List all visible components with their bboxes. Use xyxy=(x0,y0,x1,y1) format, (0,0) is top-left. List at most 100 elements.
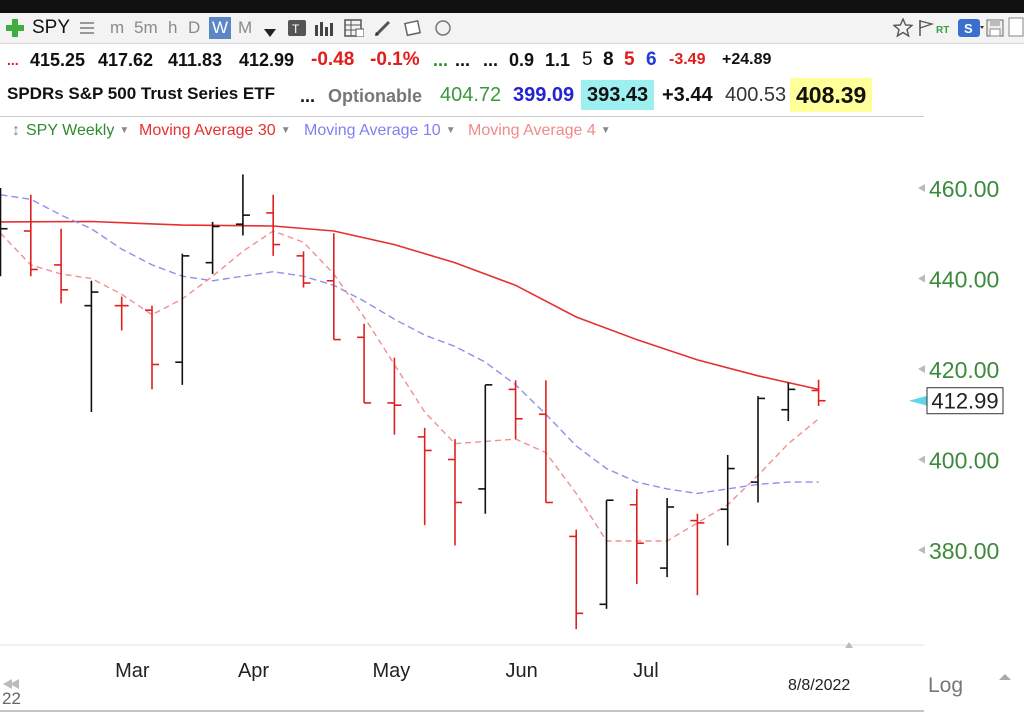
open-value: 415.25 xyxy=(30,50,86,70)
ohlc-bar xyxy=(175,253,190,385)
window-top-bar xyxy=(0,0,1024,13)
ohlc-bar xyxy=(114,296,129,331)
ohlc-bar xyxy=(811,379,826,406)
y-tick-label: 400.00 xyxy=(929,448,999,474)
toolbar: SPY m 5m h D W M T RT S xyxy=(0,13,1024,44)
text-tool-icon[interactable]: T xyxy=(288,20,306,36)
count-5b: 5 xyxy=(624,49,635,70)
ohlc-bar xyxy=(720,454,735,546)
ohlc-bar xyxy=(326,233,341,341)
dots-green: ... xyxy=(433,50,449,70)
optionable-label: Optionable xyxy=(328,86,422,106)
ohlc-bar xyxy=(569,529,584,630)
last-date-label: 8/8/2022 xyxy=(788,677,850,694)
ohlc-bar xyxy=(266,194,281,256)
value-393: 393.43 xyxy=(581,80,655,110)
dots-black-2: ... xyxy=(483,50,499,70)
bars-icon[interactable] xyxy=(314,20,334,36)
last-price-box xyxy=(926,387,1004,415)
annotation-icon[interactable] xyxy=(404,19,422,37)
ma4-line xyxy=(0,230,820,542)
last-price-arrow xyxy=(909,395,927,406)
save-icon[interactable] xyxy=(986,19,1004,37)
svg-text:T: T xyxy=(292,22,300,36)
y-tick-marker xyxy=(918,546,925,554)
axis-up-icon[interactable] xyxy=(999,674,1011,680)
ohlc-bar xyxy=(357,323,372,404)
y-tick-marker xyxy=(918,184,925,192)
rt-icon[interactable]: RT xyxy=(936,22,956,36)
ohlc-bar xyxy=(781,382,796,422)
circle-icon[interactable] xyxy=(434,19,452,37)
ma30-line xyxy=(0,220,819,391)
legend-label: Moving Average 10 xyxy=(304,122,441,139)
y-tick-label: 380.00 xyxy=(929,538,999,564)
ohlc-bar xyxy=(145,305,159,390)
period-5m[interactable]: 5m xyxy=(134,18,158,37)
value-1-1: 1.1 xyxy=(545,50,571,70)
legend-item-ma30[interactable]: Moving Average 30 ▼ xyxy=(139,121,291,141)
year-label: 22 xyxy=(2,689,21,708)
y-tick-marker xyxy=(918,455,925,464)
caret-icon[interactable]: ▼ xyxy=(600,125,611,136)
ohlc-bar xyxy=(205,221,220,274)
period-h[interactable]: h xyxy=(168,18,178,37)
ohlc-bar xyxy=(54,228,69,304)
list-icon[interactable] xyxy=(80,21,94,35)
legend-item-ma4[interactable]: Moving Average 4 ▼ xyxy=(468,121,611,141)
scroll-left-icon[interactable] xyxy=(3,679,19,689)
y-tick-label: 440.00 xyxy=(929,267,999,293)
value-400: 400.53 xyxy=(725,84,787,106)
flag-icon[interactable] xyxy=(918,19,935,37)
grid-icon[interactable] xyxy=(344,19,365,38)
log-toggle[interactable]: Log xyxy=(928,674,963,697)
ohlc-bar xyxy=(296,251,311,288)
pencil-icon[interactable] xyxy=(374,19,392,37)
rt-label: RT xyxy=(936,25,949,36)
x-tick-label: Jun xyxy=(506,660,538,682)
ohlc-bar xyxy=(660,497,675,578)
ohlc-bar xyxy=(0,188,8,277)
count-5a: 5 xyxy=(582,49,593,70)
star-icon[interactable] xyxy=(892,17,914,38)
dropdown-icon[interactable] xyxy=(264,24,276,37)
chart-legend: ↕ SPY Weekly ▼ Moving Average 30 ▼ Moving A… xyxy=(0,116,924,145)
low-value: 411.83 xyxy=(168,50,223,70)
copy-icon[interactable] xyxy=(1008,17,1024,37)
dots: ... xyxy=(7,52,19,68)
drag-handle-icon[interactable]: ↕ xyxy=(12,122,20,139)
pos-value: +24.89 xyxy=(722,51,772,68)
period-m[interactable]: m xyxy=(110,18,125,37)
ohlc-bar xyxy=(690,513,705,596)
ohlc-bar xyxy=(84,280,99,412)
count-8: 8 xyxy=(603,49,614,70)
x-tick-label: Mar xyxy=(115,660,150,682)
plus-icon[interactable] xyxy=(5,18,25,38)
period-w[interactable]: W xyxy=(209,17,232,39)
info-dots: ... xyxy=(300,86,316,106)
legend-label: Moving Average 30 xyxy=(139,122,276,139)
info-row: SPDRs S&P 500 Trust Series ETF ... Optio… xyxy=(0,78,900,112)
value-408: 408.39 xyxy=(790,78,873,112)
legend-label: Moving Average 4 xyxy=(468,122,596,139)
caret-icon[interactable]: ▼ xyxy=(280,125,291,136)
y-tick-label: 420.00 xyxy=(929,357,999,383)
x-tick-label: May xyxy=(372,660,410,682)
period-mo[interactable]: M xyxy=(238,18,253,37)
caret-icon[interactable]: ▼ xyxy=(445,125,456,136)
ma10-line xyxy=(0,194,819,495)
ohlc-bar xyxy=(508,380,523,440)
legend-item-ma10[interactable]: Moving Average 10 ▼ xyxy=(304,121,456,141)
high-value: 417.62 xyxy=(98,50,154,70)
symbol-field[interactable]: SPY xyxy=(32,17,71,38)
caret-icon[interactable]: ▼ xyxy=(119,125,130,136)
change-value: -0.48 xyxy=(311,49,355,70)
ohlc-bar xyxy=(751,396,765,503)
legend-item-spy-weekly[interactable]: ↕ SPY Weekly ▼ xyxy=(12,121,129,141)
x-tick-label: Apr xyxy=(238,660,269,682)
s-icon[interactable]: S xyxy=(958,18,984,38)
scroll-up-icon[interactable] xyxy=(845,642,853,648)
period-d[interactable]: D xyxy=(188,18,201,37)
dots-black-1: ... xyxy=(455,50,471,70)
